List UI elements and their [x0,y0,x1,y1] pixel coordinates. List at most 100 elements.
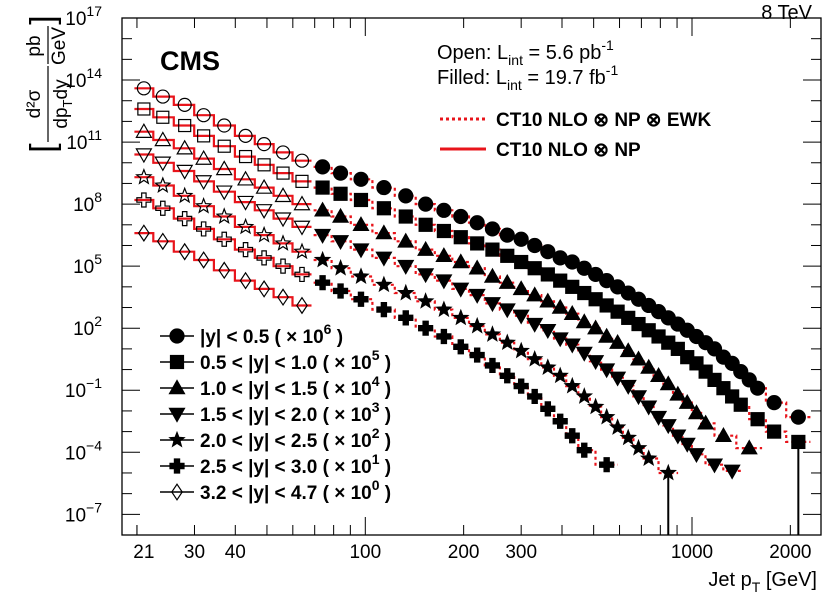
marker-triangle-down [678,437,696,453]
marker-star [435,300,453,318]
marker-triangle-down [539,324,557,339]
marker-triangle-up [659,375,677,391]
marker-star [274,234,292,251]
y-title-numerator: d²σ [24,89,45,118]
marker-triangle-up [332,207,350,223]
marker-triangle-down [452,282,470,298]
marker-circle [136,81,151,96]
y-unit-numerator: pb [24,35,45,56]
marker-triangle-up [539,292,557,308]
marker-triangle-up [563,305,581,320]
plot-border [121,17,822,536]
marker-circle [540,244,556,260]
marker-triangle-down [352,243,370,259]
marker-triangle-up [587,319,605,335]
y-tick-label: 108 [73,189,102,216]
marker-square [540,267,555,282]
marker-square [295,174,309,188]
marker-cross [564,428,580,444]
marker-star [416,292,435,309]
marker-triangle-up [452,253,470,269]
marker-square [217,139,231,153]
marker-triangle-up [512,280,530,296]
marker-circle [177,97,192,112]
energy-label: 8 TeV [761,2,812,24]
marker-square [553,273,568,288]
marker-star [629,438,648,456]
x-tick-label-21: 21 [133,542,154,563]
marker-triangle-down [650,410,668,426]
marker-cross [398,310,414,326]
x-axis-title: Jet pT [GeV] [708,569,817,595]
marker-triangle-down [332,235,350,251]
marker-triangle-down [609,371,627,387]
legend-theory-label: CT10 NLO ⊗ NP [496,140,641,161]
marker-cross [353,291,369,307]
marker-triangle-down [293,220,311,236]
marker-circle [275,145,291,160]
marker-diamond [171,483,183,501]
marker-square [353,192,369,208]
marker-circle [398,188,414,204]
marker-triangle-up [314,201,332,217]
marker-star [468,316,486,334]
marker-cross [484,357,501,374]
marker-diamond [258,280,271,298]
rapidity-legend: |y| < 0.5 ( × 106 )0.5 < |y| < 1.0 ( × 1… [160,321,391,504]
marker-circle [169,328,185,344]
marker-square [767,424,782,439]
marker-triangle-down [274,212,292,228]
marker-triangle-up [168,379,186,395]
marker-star [293,242,311,260]
marker-circle [256,137,272,152]
marker-triangle-down [483,297,501,313]
marker-star [215,207,233,224]
marker-circle [499,227,515,243]
marker-triangle-down [237,195,255,211]
marker-square [315,180,330,195]
marker-cross [599,457,615,473]
marker-triangle-up [526,286,544,302]
marker-triangle-down [563,338,581,354]
marker-triangle-up [435,247,453,263]
marker-cross [513,378,529,394]
marker-triangle-down [640,400,658,416]
marker-circle [436,202,452,218]
theory-step-0-solid [134,87,312,162]
marker-square [257,158,271,172]
marker-triangle-up [619,342,637,358]
marker-circle [238,128,253,143]
marker-triangle-up [598,327,616,343]
marker-star [608,418,627,435]
marker-triangle-up [154,131,172,147]
marker-diamond [197,251,210,269]
marker-triangle-up [678,393,696,409]
marker-triangle-down [659,419,677,435]
marker-star [575,387,594,404]
marker-square [733,397,748,412]
marker-square [453,230,468,245]
marker-triangle-up [640,358,658,374]
marker-triangle-up [237,170,255,186]
marker-diamond [296,296,308,315]
x-tick-label-2000: 2000 [769,542,811,563]
marker-triangle-down [687,448,705,464]
y-tick-label: 10−1 [65,375,102,402]
marker-star [331,259,350,276]
marker-triangle-down [498,303,516,319]
marker-cross [376,301,392,318]
marker-triangle-up [215,160,233,176]
marker-triangle-up [397,232,415,248]
marker-triangle-up [135,123,153,138]
marker-triangle-up [483,267,501,283]
marker-triangle-up [293,195,311,211]
marker-cross [155,200,171,216]
marker-triangle-down [587,355,605,370]
marker-square [238,149,253,164]
marker-circle [484,221,501,237]
marker-triangle-down [598,363,616,379]
marker-triangle-down [397,259,415,275]
x-tick-label-40: 40 [225,542,246,563]
marker-cross [177,210,193,227]
marker-square [276,166,290,180]
